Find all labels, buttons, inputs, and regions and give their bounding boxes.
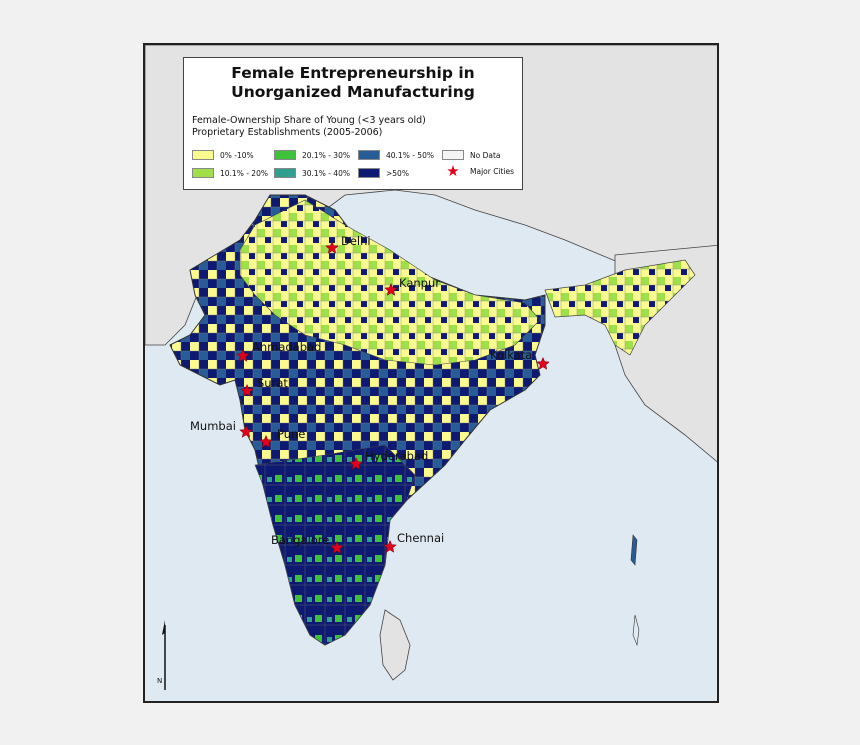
city-star-ahmadabad	[236, 348, 250, 362]
map-title-line1: Female Entrepreneurship in	[231, 64, 475, 82]
map-subtitle-line2: Proprietary Establishments (2005-2006)	[192, 127, 383, 138]
legend-item-no-data: No Data	[442, 150, 501, 160]
nicobar-islands	[632, 614, 640, 647]
city-label-hyderabad: Hyderabad	[365, 449, 429, 463]
legend-label-10-20: 10.1% - 20%	[220, 168, 268, 178]
legend-label-20-30: 20.1% - 30%	[302, 150, 350, 160]
city-star-layer	[236, 240, 550, 554]
andaman-islands	[630, 534, 638, 566]
legend-label-0-10: 0% -10%	[220, 150, 254, 160]
legend-swatch-20-30	[274, 150, 296, 160]
map-title: Female Entrepreneurship in Unorganized M…	[184, 64, 522, 102]
legend-item-over-50: >50%	[358, 168, 409, 178]
map-subtitle-line1: Female-Ownership Share of Young (<3 year…	[192, 115, 426, 126]
city-label-chennai: Chennai	[397, 531, 445, 545]
legend-item-30-40: 30.1% - 40%	[274, 168, 350, 178]
map-svg	[145, 45, 717, 690]
legend-swatch-10-20	[192, 168, 214, 178]
city-label-delhi: Delhi	[341, 234, 371, 248]
legend-label-30-40: 30.1% - 40%	[302, 168, 350, 178]
legend-swatch-40-50	[358, 150, 380, 160]
city-label-bangalore: Bangalore	[271, 533, 330, 547]
legend-item-40-50: 40.1% - 50%	[358, 150, 434, 160]
legend-swatch-0-10	[192, 150, 214, 160]
legend-label-over-50: >50%	[386, 168, 409, 178]
north-label: N	[157, 677, 163, 685]
city-label-mumbai: Mumbai	[190, 419, 236, 433]
city-star-chennai	[383, 539, 397, 553]
city-star-pune	[259, 434, 273, 448]
legend-item-10-20: 10.1% - 20%	[192, 168, 268, 178]
city-label-kanpur: Kanpur	[399, 276, 440, 290]
sri-lanka	[379, 609, 411, 681]
city-label-ahmadabad: Ahmadabad	[252, 340, 322, 354]
northern-belt	[239, 199, 541, 366]
city-star-hyderabad	[349, 456, 363, 470]
city-star-kanpur	[384, 282, 398, 296]
city-label-pune: Pune	[277, 427, 306, 441]
city-label-surat: Surat	[257, 376, 288, 390]
legend-label-major-cities: Major Cities	[470, 166, 515, 176]
city-label-kolkata: Kolkata	[490, 348, 533, 362]
map-subtitle: Female-Ownership Share of Young (<3 year…	[192, 115, 426, 139]
legend-item-major-cities: ★ Major Cities	[442, 162, 515, 180]
star-icon: ★	[446, 162, 460, 180]
city-star-bangalore	[330, 540, 344, 554]
city-star-kolkata	[536, 356, 550, 370]
legend-item-0-10: 0% -10%	[192, 150, 254, 160]
legend-label-no-data: No Data	[470, 150, 501, 160]
city-star-mumbai	[239, 424, 253, 438]
legend-swatch-over-50	[358, 168, 380, 178]
map-title-line2: Unorganized Manufacturing	[231, 83, 475, 101]
city-star-surat	[240, 383, 254, 397]
southern-region	[254, 444, 416, 646]
city-star-delhi	[325, 240, 339, 254]
legend-item-20-30: 20.1% - 30%	[274, 150, 350, 160]
northeast-india	[544, 259, 696, 356]
legend-label-40-50: 40.1% - 50%	[386, 150, 434, 160]
north-arrow	[162, 620, 166, 690]
legend-swatch-no-data	[442, 150, 464, 160]
legend-box: Female Entrepreneurship in Unorganized M…	[183, 57, 523, 190]
legend-swatch-30-40	[274, 168, 296, 178]
